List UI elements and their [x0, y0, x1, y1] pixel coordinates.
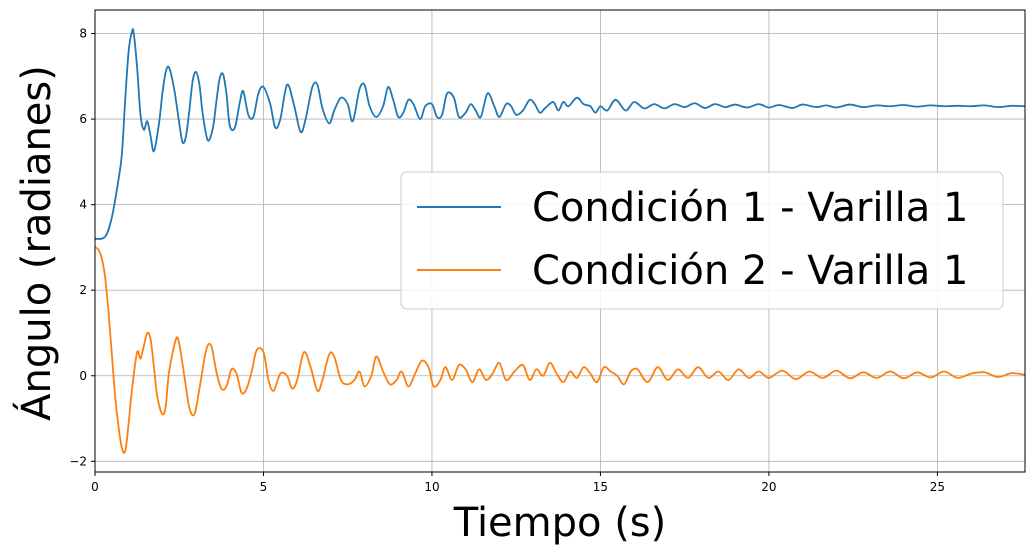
plot-frame [94, 9, 1026, 473]
y-axis-label: Ángulo (radianes) [12, 65, 60, 421]
legend-frame [400, 171, 1004, 310]
axis-ticks: 0 5 10 15 20 25 −2 0 2 4 6 8 [69, 27, 945, 494]
x-axis-label: Tiempo (s) [453, 500, 667, 546]
y-tick-label: 8 [79, 27, 87, 41]
x-tick-label: 10 [424, 480, 439, 494]
x-tick-label: 0 [91, 480, 99, 494]
legend: Condición 1 - Varilla 1 Condición 2 - Va… [400, 171, 1004, 310]
x-tick-label: 15 [593, 480, 608, 494]
y-tick-label: 0 [79, 369, 87, 383]
x-tick-label: 5 [260, 480, 268, 494]
y-tick-label: 2 [79, 283, 87, 297]
series-lines [95, 28, 1025, 454]
legend-label-series-1: Condición 1 - Varilla 1 [532, 185, 968, 231]
legend-label-series-2: Condición 2 - Varilla 1 [532, 248, 968, 294]
x-tick-label: 25 [930, 480, 945, 494]
series-line-2 [95, 246, 1025, 454]
series-line-1 [95, 28, 1025, 240]
y-tick-label: −2 [69, 454, 87, 468]
y-tick-label: 6 [79, 112, 87, 126]
y-tick-label: 4 [79, 198, 87, 212]
x-tick-label: 20 [761, 480, 776, 494]
